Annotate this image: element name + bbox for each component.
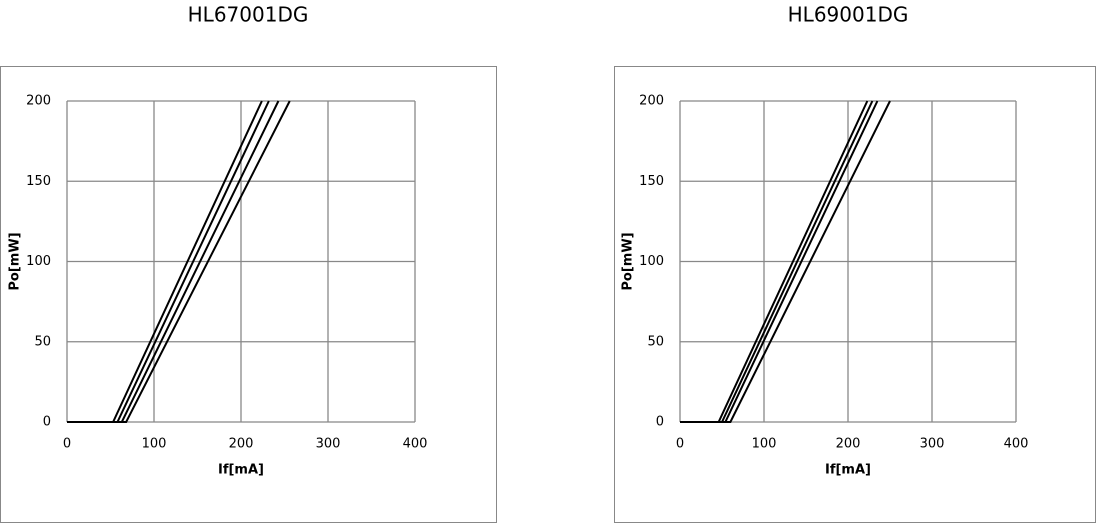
x-tick-label: 0 bbox=[676, 437, 684, 452]
x-tick-label: 100 bbox=[142, 437, 167, 452]
x-tick-label: 300 bbox=[316, 437, 341, 452]
y-tick-label: 0 bbox=[656, 415, 664, 430]
y-axis-label: Po[mW] bbox=[8, 232, 23, 290]
y-tick-label: 0 bbox=[43, 415, 51, 430]
y-tick-label: 150 bbox=[26, 174, 51, 189]
x-tick-label: 400 bbox=[1004, 437, 1029, 452]
chart-frame bbox=[0, 66, 497, 523]
y-tick-label: 200 bbox=[26, 94, 51, 109]
series-line bbox=[67, 100, 291, 423]
y-tick-label: 50 bbox=[647, 334, 664, 349]
x-tick-label: 200 bbox=[836, 437, 861, 452]
x-tick-label: 300 bbox=[920, 437, 945, 452]
y-tick-label: 100 bbox=[26, 254, 51, 269]
y-tick-label: 200 bbox=[639, 94, 664, 109]
x-tick-label: 0 bbox=[63, 437, 71, 452]
y-axis-label: Po[mW] bbox=[621, 232, 636, 290]
x-axis-label: If[mA] bbox=[218, 463, 264, 478]
chart-title: HL69001DG bbox=[788, 3, 909, 27]
x-axis-label: If[mA] bbox=[825, 463, 871, 478]
chart-frame bbox=[614, 66, 1096, 523]
series-line bbox=[680, 100, 891, 423]
chart-title: HL67001DG bbox=[188, 3, 309, 27]
y-tick-label: 150 bbox=[639, 174, 664, 189]
y-tick-label: 100 bbox=[639, 254, 664, 269]
x-tick-label: 100 bbox=[752, 437, 777, 452]
x-tick-label: 400 bbox=[403, 437, 428, 452]
y-tick-label: 50 bbox=[34, 334, 51, 349]
x-tick-label: 200 bbox=[229, 437, 254, 452]
